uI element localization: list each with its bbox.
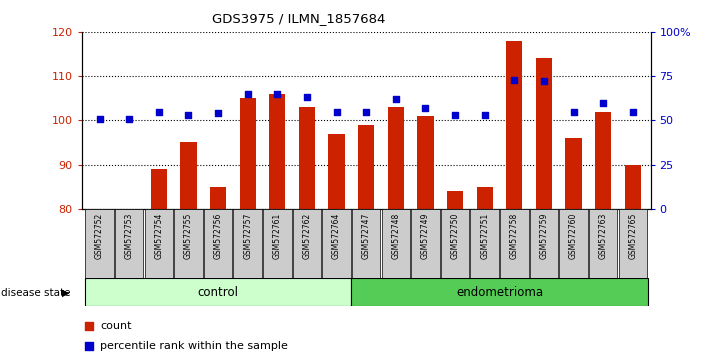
Text: GSM572747: GSM572747 [362, 212, 370, 259]
Text: GSM572752: GSM572752 [95, 212, 104, 258]
Bar [85, 209, 114, 278]
Text: percentile rank within the sample: percentile rank within the sample [100, 341, 288, 352]
Point [213, 110, 224, 116]
Bar [560, 209, 588, 278]
Text: GSM572749: GSM572749 [421, 212, 430, 259]
Text: GSM572765: GSM572765 [629, 212, 637, 259]
Point [422, 261, 434, 266]
Point [94, 116, 105, 121]
Bar [144, 209, 173, 278]
Bar [240, 98, 256, 209]
Bar [263, 209, 292, 278]
Bar [387, 107, 404, 209]
Text: GSM572754: GSM572754 [154, 212, 164, 259]
Bar [441, 209, 469, 278]
Point [419, 105, 431, 111]
Point [508, 77, 520, 82]
Text: control: control [198, 286, 238, 298]
Text: disease state: disease state [1, 288, 71, 298]
Text: GSM572751: GSM572751 [480, 212, 489, 258]
Point [272, 91, 283, 97]
Bar [151, 169, 167, 209]
Point [390, 96, 402, 102]
Bar [174, 209, 203, 278]
Point [627, 109, 638, 114]
Bar [269, 94, 285, 209]
Bar [115, 209, 144, 278]
Bar [322, 209, 351, 278]
Bar [352, 209, 380, 278]
Text: GSM572764: GSM572764 [332, 212, 341, 259]
Bar [625, 165, 641, 209]
Text: GSM572760: GSM572760 [569, 212, 578, 259]
Bar [565, 138, 582, 209]
Bar [358, 125, 374, 209]
Text: ▶: ▶ [63, 288, 70, 298]
Bar [204, 209, 232, 278]
Bar [328, 134, 345, 209]
Bar [500, 209, 528, 278]
Point [422, 79, 434, 85]
Bar [506, 41, 523, 209]
Bar [293, 209, 321, 278]
Bar [233, 209, 262, 278]
Point [538, 79, 550, 84]
Text: GSM572761: GSM572761 [273, 212, 282, 258]
Text: GSM572756: GSM572756 [213, 212, 223, 259]
Text: GSM572758: GSM572758 [510, 212, 519, 258]
Point [153, 109, 164, 114]
Point [183, 112, 194, 118]
Text: count: count [100, 321, 132, 331]
Point [360, 109, 372, 114]
Bar [619, 209, 647, 278]
Text: GSM572762: GSM572762 [302, 212, 311, 258]
Text: GSM572755: GSM572755 [184, 212, 193, 259]
Bar [382, 209, 410, 278]
Bar [530, 209, 558, 278]
Point [597, 100, 609, 105]
Bar [299, 107, 315, 209]
Text: GSM572763: GSM572763 [599, 212, 608, 259]
Point [301, 95, 313, 100]
Point [242, 91, 253, 97]
Bar [476, 187, 493, 209]
Point [331, 109, 342, 114]
Text: GSM572757: GSM572757 [243, 212, 252, 259]
Text: GSM572759: GSM572759 [540, 212, 548, 259]
Bar [589, 209, 617, 278]
Text: GDS3975 / ILMN_1857684: GDS3975 / ILMN_1857684 [212, 12, 385, 25]
Point [124, 116, 135, 121]
Bar [417, 116, 434, 209]
Bar [595, 112, 611, 209]
Point [449, 112, 461, 118]
Text: GSM572750: GSM572750 [451, 212, 459, 259]
Text: endometrioma: endometrioma [456, 286, 543, 298]
Bar [536, 58, 552, 209]
Point [568, 109, 579, 114]
Bar [181, 143, 196, 209]
Text: GSM572748: GSM572748 [391, 212, 400, 258]
Bar [471, 209, 499, 278]
Bar [210, 187, 226, 209]
Bar [411, 209, 439, 278]
Bar [85, 279, 351, 306]
Text: GSM572753: GSM572753 [124, 212, 134, 259]
Point [479, 112, 491, 118]
Bar [351, 279, 648, 306]
Bar [447, 191, 463, 209]
